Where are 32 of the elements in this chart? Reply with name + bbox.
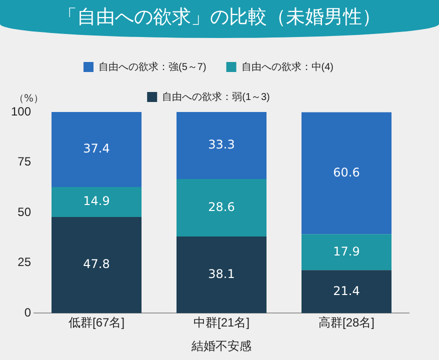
bar (52, 187, 142, 218)
x-tick-label: 高群[28名] (318, 316, 375, 330)
x-tick-label: 低群[67名] (68, 316, 125, 330)
data-label: 33.3 (208, 138, 235, 152)
bar (52, 112, 142, 188)
bar (52, 217, 142, 314)
chart-title: 「自由への欲求」の比較（未婚男性） (0, 0, 439, 38)
x-tick-label: 中群[21名] (194, 316, 250, 330)
legend-label: 自由への欲求：中(4) (241, 60, 334, 73)
bar (302, 234, 392, 270)
bar (302, 270, 392, 314)
data-label: 38.1 (208, 266, 235, 281)
bar (176, 112, 267, 179)
y-axis-title: （%） (14, 94, 44, 105)
data-label: 21.4 (333, 284, 360, 298)
y-tick-label: 75 (18, 154, 32, 169)
data-label: 17.9 (333, 244, 360, 258)
bar (302, 112, 392, 234)
data-label: 28.6 (208, 200, 235, 214)
legend-label: 自由への欲求：強(5～7) (98, 60, 206, 73)
data-label: 37.4 (83, 142, 110, 156)
y-tick-label: 25 (18, 255, 32, 270)
data-label: 14.9 (83, 194, 110, 208)
data-label: 47.8 (83, 257, 110, 272)
bar (176, 179, 267, 237)
y-tick-label: 100 (10, 104, 32, 118)
y-tick-label: 0 (24, 306, 32, 320)
data-label: 60.6 (333, 165, 360, 180)
bar (176, 236, 267, 314)
y-tick-label: 50 (18, 204, 32, 219)
x-axis-title: 結婚不安感 (190, 339, 252, 354)
legend-label: 自由への欲求：弱(1～3) (162, 90, 270, 103)
